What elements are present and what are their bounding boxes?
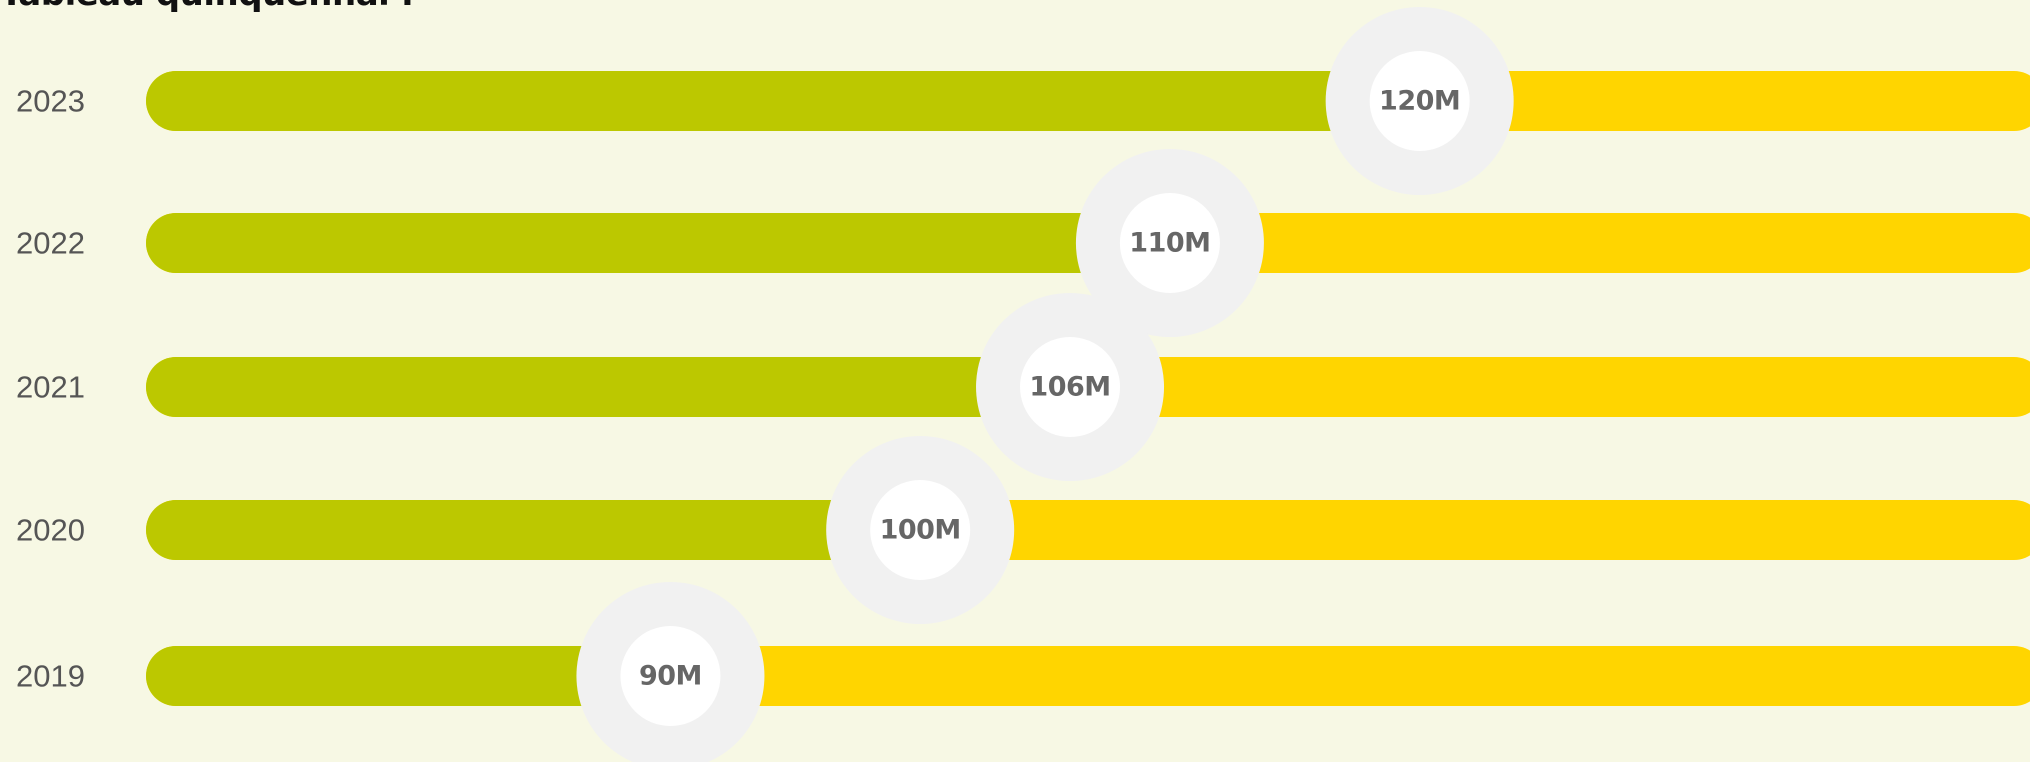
value-knob-2020: 100M [826, 436, 1015, 624]
bar-row-2023: 2023 [16, 71, 2030, 131]
year-label-2022: 2022 [16, 226, 85, 261]
year-label-2023: 2023 [16, 84, 85, 119]
value-knob-2019: 90M [576, 582, 765, 762]
value-knob-2021: 106M [976, 293, 1165, 481]
chart-title: Tableau quinquennal : [0, 0, 414, 14]
bar-fill-2019 [146, 646, 671, 706]
bar-fill-2023 [146, 71, 1420, 131]
knob-inner-2020 [870, 480, 971, 580]
year-label-2019: 2019 [16, 659, 85, 694]
value-knob-2022: 110M [1075, 149, 1264, 337]
knob-inner-2022 [1119, 193, 1220, 293]
value-label-2022: 110M [1129, 228, 1210, 259]
year-label-2020: 2020 [16, 513, 85, 548]
knob-inner-2021 [1020, 337, 1121, 437]
value-label-2019: 90M [639, 661, 702, 692]
bar-fill-2022 [146, 213, 1170, 273]
value-knob-2023: 120M [1325, 7, 1514, 195]
value-label-2020: 100M [880, 515, 961, 546]
bar-row-2022: 2022 [16, 213, 2030, 273]
knob-inner-2023 [1369, 51, 1470, 151]
knob-inner-2019 [620, 626, 721, 726]
bar-fill-2021 [146, 357, 1071, 417]
value-label-2023: 120M [1379, 86, 1460, 117]
bar-fill-2020 [146, 500, 921, 560]
year-label-2021: 2021 [16, 370, 85, 405]
value-label-2021: 106M [1029, 372, 1110, 403]
bar-row-2019: 2019 [16, 646, 2030, 706]
bar-row-2020: 2020 [16, 500, 2030, 560]
